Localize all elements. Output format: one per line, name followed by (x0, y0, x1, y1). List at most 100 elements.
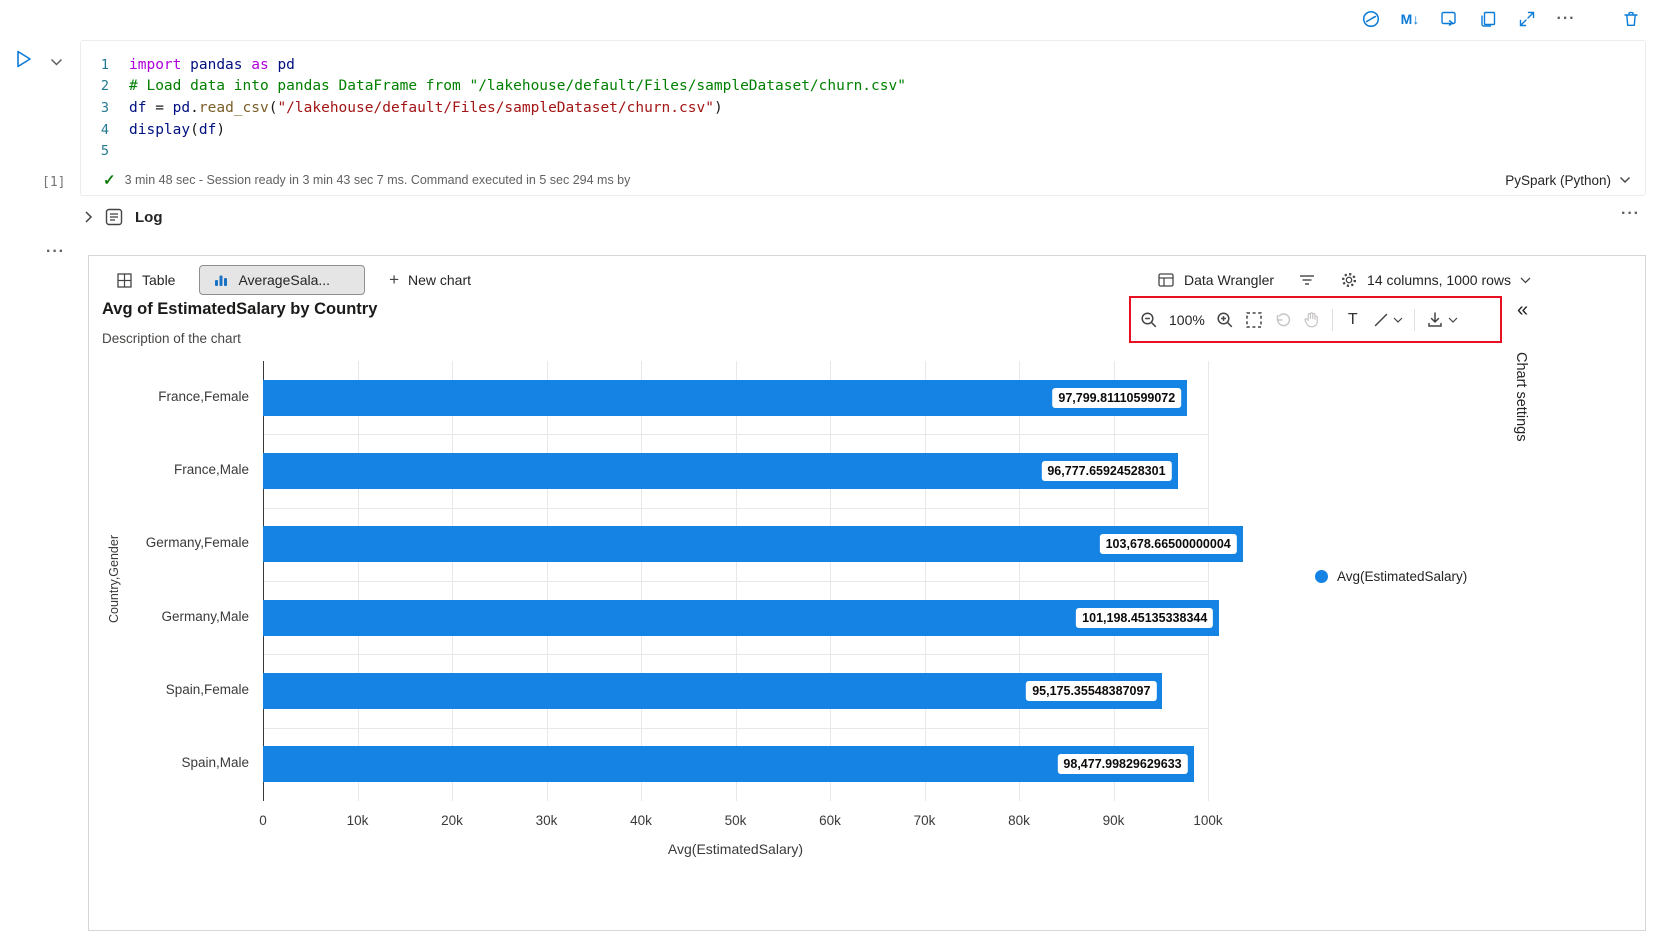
undo-icon (1274, 309, 1292, 331)
zoom-in-icon[interactable] (1216, 309, 1234, 331)
x-tick-label: 50k (724, 813, 747, 828)
pan-hand-icon (1303, 309, 1321, 331)
gridline (263, 581, 1208, 582)
x-tick-label: 70k (913, 813, 936, 828)
gridline (263, 727, 1208, 729)
log-section-header[interactable]: Log (84, 207, 163, 227)
category-label: Spain,Female (165, 682, 249, 697)
chart-settings-label[interactable]: Chart settings (1513, 352, 1529, 442)
expand-cell-icon[interactable] (1516, 8, 1538, 30)
bar[interactable] (263, 673, 1163, 709)
category-label: France,Female (158, 388, 249, 404)
chevron-down-icon (1520, 277, 1531, 283)
run-cell-button[interactable] (10, 46, 36, 72)
chart-subtitle: Description of the chart (102, 331, 241, 346)
log-label: Log (135, 208, 163, 226)
chevron-down-icon (1448, 317, 1458, 323)
text-annotation-icon[interactable]: T (1347, 310, 1358, 328)
zoom-selection-icon[interactable] (1245, 309, 1263, 331)
filter-icon (1300, 275, 1315, 285)
more-options-icon[interactable]: ··· (1556, 10, 1576, 27)
table-dimensions-label: 14 columns, 1000 rows (1367, 272, 1511, 288)
code-line[interactable]: 5 (81, 140, 1645, 162)
category-label: Spain,Male (181, 755, 249, 771)
x-tick-label: 40k (630, 813, 652, 828)
execution-count: [1] (42, 175, 66, 190)
draw-line-icon[interactable] (1373, 309, 1403, 331)
toolbar-divider (1413, 308, 1415, 331)
x-tick-label: 20k (441, 813, 463, 828)
new-chart-label: New chart (408, 272, 472, 288)
code-editor[interactable]: 1 import pandas as pd 2 # Load data into pa… (81, 54, 1645, 162)
line-number: 2 (100, 78, 109, 95)
chart-plot: 0 10k 20k 30k 40k 50k 60k 70k 80k 90k 100k France,F… (89, 361, 1647, 921)
copilot-icon[interactable] (1360, 8, 1382, 30)
code-line[interactable]: 1 import pandas as pd (81, 54, 1645, 76)
y-axis-line (263, 361, 264, 801)
line-number: 4 (100, 121, 109, 138)
download-chart-icon[interactable] (1426, 309, 1458, 331)
cell-toolbar: M↓ ··· (1360, 6, 1642, 32)
log-more-options-icon[interactable]: ··· (1621, 205, 1640, 222)
kernel-selector[interactable]: PySpark (Python) (1505, 173, 1631, 188)
x-tick-label: 10k (346, 813, 369, 828)
delete-cell-icon[interactable] (1620, 8, 1642, 30)
x-tick-label: 0 (259, 813, 267, 828)
gear-icon (1342, 272, 1357, 288)
gridline (1208, 361, 1209, 801)
annotation-highlight-box: 100% T (1129, 296, 1502, 343)
bar-value-label: 103,678.66500000004 (1099, 534, 1237, 555)
bar-value-label: 97,799.81110599072 (1052, 387, 1182, 408)
bar[interactable] (263, 746, 1194, 783)
bar-chart-icon (215, 275, 228, 286)
duplicate-cell-icon[interactable] (1477, 8, 1499, 30)
run-options-chevron-icon[interactable] (45, 51, 67, 73)
table-dimensions-selector[interactable]: 14 columns, 1000 rows (1340, 271, 1531, 289)
gridline (263, 654, 1208, 656)
run-controls (10, 46, 67, 73)
collapse-chart-settings-icon[interactable]: « (1517, 299, 1529, 321)
bar-value-label: 96,777.65924528301 (1041, 461, 1172, 481)
kernel-label: PySpark (Python) (1505, 172, 1611, 188)
success-check-icon: ✓ (103, 172, 116, 189)
output-more-options-icon[interactable]: ··· (46, 243, 65, 260)
x-axis-title: Avg(EstimatedSalary) (667, 841, 804, 857)
bar[interactable] (263, 453, 1178, 489)
code-cell[interactable]: 1 import pandas as pd 2 # Load data into pa… (80, 40, 1646, 196)
new-chart-button[interactable]: + New chart (389, 270, 471, 290)
line-number: 5 (100, 143, 109, 160)
toolbar-divider (1331, 308, 1333, 331)
legend-label: Avg(EstimatedSalary) (1337, 569, 1468, 584)
filter-button[interactable] (1298, 271, 1316, 289)
gridline (263, 507, 1208, 509)
x-tick-label: 80k (1008, 813, 1030, 828)
output-tab-bar: Table AverageSala... + New chart Data Wr… (89, 259, 1645, 301)
code-line[interactable]: 3 df = pd.read_csv("/lakehouse/default/Fi… (81, 97, 1645, 119)
expand-chevron-icon[interactable] (84, 210, 93, 224)
bar[interactable] (263, 526, 1243, 563)
zoom-level: 100% (1169, 311, 1205, 328)
line-number: 3 (100, 99, 109, 116)
move-cell-icon[interactable] (1438, 8, 1460, 30)
x-tick-label: 30k (535, 813, 558, 828)
tab-table[interactable]: Table (116, 272, 175, 289)
bar-value-label: 95,175.35548387097 (1026, 681, 1157, 701)
data-wrangler-icon (1158, 273, 1174, 287)
chart-legend[interactable]: Avg(EstimatedSalary) (1315, 569, 1467, 584)
bar[interactable] (263, 379, 1188, 416)
x-tick-label: 90k (1102, 813, 1125, 828)
y-axis-title: Country,Gender (107, 535, 121, 624)
legend-marker (1315, 570, 1328, 583)
code-line[interactable]: 2 # Load data into pandas DataFrame from … (81, 76, 1645, 98)
x-tick-label: 100k (1193, 813, 1223, 828)
chart-toolbar: 100% T (1131, 298, 1500, 341)
chart-title: Avg of EstimatedSalary by Country (102, 300, 378, 318)
tab-average-salary-chart[interactable]: AverageSala... (199, 265, 366, 295)
bar[interactable] (263, 599, 1220, 636)
data-wrangler-button[interactable]: Data Wrangler (1157, 271, 1274, 289)
log-icon (105, 208, 123, 226)
convert-to-markdown-icon[interactable]: M↓ (1400, 11, 1420, 27)
zoom-out-icon[interactable] (1140, 309, 1158, 331)
code-line[interactable]: 4 display(df) (81, 119, 1645, 141)
